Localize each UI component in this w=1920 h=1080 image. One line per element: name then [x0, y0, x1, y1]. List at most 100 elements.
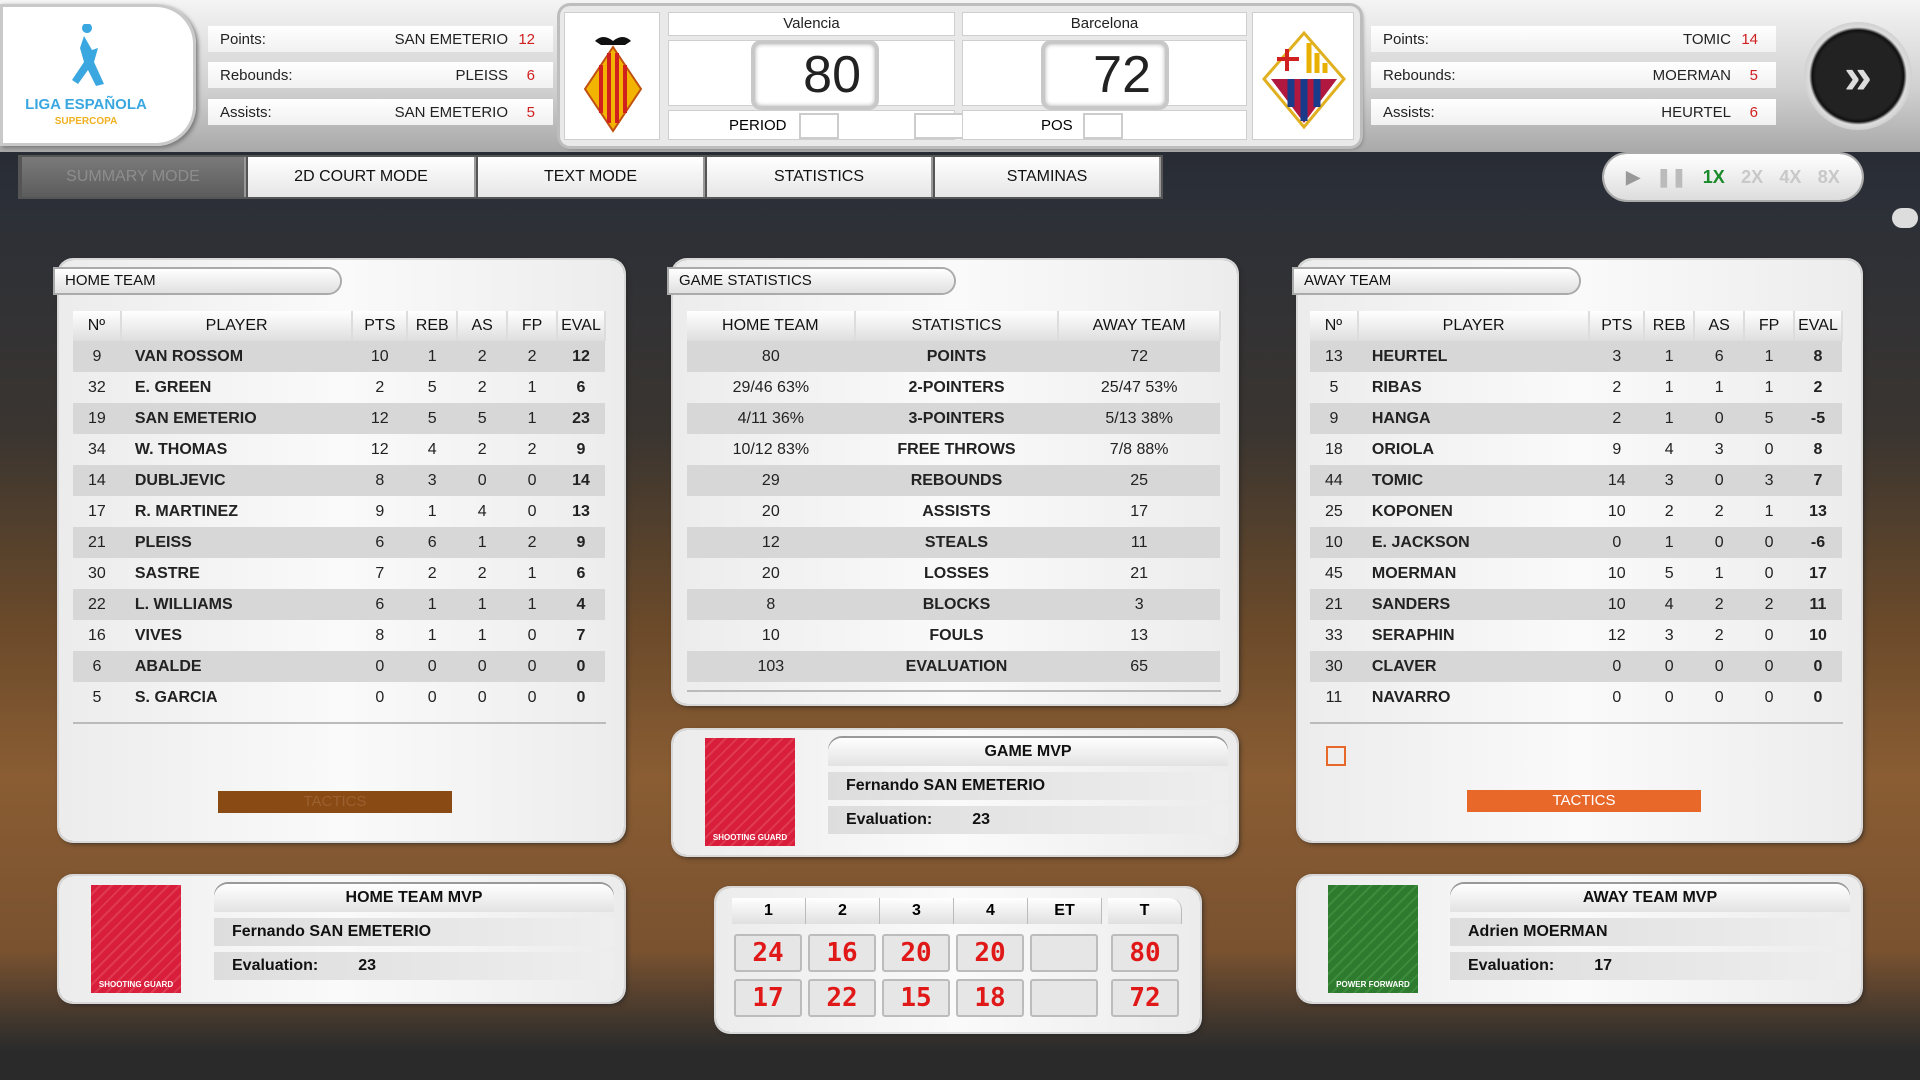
away-total: 72	[1111, 979, 1179, 1017]
speed-1x[interactable]: 1X	[1702, 166, 1725, 187]
cell-home-team: 20	[761, 502, 780, 520]
home-tactics-button[interactable]: TACTICS	[218, 791, 452, 813]
game-mvp-player-image: SHOOTING GUARD	[705, 738, 795, 846]
cell-n-: 21	[1310, 589, 1358, 620]
tab-text-mode[interactable]: TEXT MODE	[478, 157, 705, 197]
leader-label: Rebounds:	[220, 66, 293, 84]
tab-summary-mode[interactable]: SUMMARY MODE	[22, 157, 246, 197]
cell-fp: 1	[527, 378, 537, 396]
league-logo: LIGA ESPAÑOLA SUPERCOPA	[0, 4, 196, 146]
speed-4x[interactable]: 4X	[1779, 166, 1802, 187]
table-row[interactable]: 14 DUBLJEVIC 8 3 0 0 14	[73, 465, 605, 496]
cell-eval: 9	[576, 440, 586, 458]
play-icon[interactable]: ▶	[1626, 166, 1640, 187]
cell-reb: 0	[1644, 651, 1695, 682]
playback-controls: ▶ ❚❚ 1X 2X 4X 8X	[1604, 154, 1862, 200]
cell-player: RIBAS	[1371, 378, 1422, 396]
info-button[interactable]	[1892, 208, 1918, 228]
away-tactics-button[interactable]: TACTICS	[1467, 790, 1701, 812]
cell-fp: 1	[1764, 378, 1774, 396]
cell-as: 2	[457, 341, 508, 372]
cell-n-: 25	[1325, 502, 1343, 520]
home-mvp-player-image: SHOOTING GUARD	[91, 885, 181, 993]
column-header: REB	[1644, 311, 1696, 341]
table-row[interactable]: 6 ABALDE 0 0 0 0 0	[73, 651, 605, 682]
home-mvp-eval: Evaluation: 23	[214, 952, 614, 980]
cell-away-team: 13	[1130, 626, 1149, 644]
eval-value: 23	[972, 811, 991, 828]
cell-as: 5	[457, 403, 508, 434]
table-row[interactable]: 5 RIBAS 2 1 1 1 2	[1310, 372, 1842, 403]
pause-icon[interactable]: ❚❚	[1656, 166, 1687, 187]
cell-home-team: 29/46 63%	[732, 378, 810, 396]
table-row[interactable]: 34 W. THOMAS 12 4 2 2 9	[73, 434, 605, 465]
cell-eval: 9	[556, 527, 605, 558]
away-leader-rebounds: Rebounds: MOERMAN 5	[1371, 62, 1776, 88]
cell-n-: 9	[1310, 403, 1358, 434]
speed-8x[interactable]: 8X	[1817, 166, 1840, 187]
home-mvp-title: HOME TEAM MVP	[214, 884, 614, 912]
table-row[interactable]: 30 SASTRE 7 2 2 1 6	[73, 558, 605, 589]
cell-reb: 3	[1644, 465, 1695, 496]
cell-fp: 1	[527, 564, 537, 582]
cell-eval: 17	[1809, 564, 1827, 582]
table-row[interactable]: 17 R. MARTINEZ 9 1 4 0 13	[73, 496, 605, 527]
cell-player: E. GREEN	[134, 378, 212, 396]
away-q4: 18	[956, 979, 1024, 1017]
cell-fp: 2	[1744, 589, 1794, 620]
game-mvp-title: GAME MVP	[828, 738, 1228, 766]
cell-pts: 9	[375, 502, 385, 520]
cell-as: 0	[457, 465, 508, 496]
cell-reb: 5	[407, 403, 458, 434]
cell-pts: 8	[352, 465, 408, 496]
table-row: 20 ASSISTS 17	[687, 496, 1220, 527]
table-row[interactable]: 33 SERAPHIN 12 3 2 0 10	[1310, 620, 1842, 651]
cell-fp: 1	[507, 589, 557, 620]
table-row[interactable]: 21 PLEISS 6 6 1 2 9	[73, 527, 605, 558]
table-row[interactable]: 10 E. JACKSON 0 1 0 0 -6	[1310, 527, 1842, 558]
column-header: EVAL	[556, 311, 607, 341]
cell-as: 1	[457, 527, 508, 558]
cell-pts: 2	[1612, 378, 1622, 396]
table-row[interactable]: 45 MOERMAN 10 5 1 0 17	[1310, 558, 1842, 589]
column-header: AWAY TEAM	[1058, 311, 1221, 341]
speed-2x[interactable]: 2X	[1741, 166, 1764, 187]
table-row[interactable]: 22 L. WILLIAMS 6 1 1 1 4	[73, 589, 605, 620]
cell-eval: 7	[1793, 465, 1842, 496]
table-row[interactable]: 30 CLAVER 0 0 0 0 0	[1310, 651, 1842, 682]
table-row[interactable]: 44 TOMIC 14 3 0 3 7	[1310, 465, 1842, 496]
table-row[interactable]: 5 S. GARCIA 0 0 0 0 0	[73, 682, 605, 713]
cell-n-: 30	[1310, 651, 1358, 682]
cell-as: 1	[477, 626, 487, 644]
cell-pts: 10	[1607, 502, 1626, 520]
tab-statistics[interactable]: STATISTICS	[707, 157, 933, 197]
away-leader-assists: Assists: HEURTEL 6	[1371, 99, 1776, 125]
cell-player: SAN EMETERIO	[120, 403, 353, 434]
continue-arrow-button[interactable]: »	[1804, 22, 1912, 130]
table-row[interactable]: 25 KOPONEN 10 2 2 1 13	[1310, 496, 1842, 527]
cell-reb: 1	[1644, 403, 1695, 434]
table-row[interactable]: 21 SANDERS 10 4 2 2 11	[1310, 589, 1842, 620]
tab-2d-court-mode[interactable]: 2D COURT MODE	[248, 157, 476, 197]
cell-reb: 0	[427, 688, 437, 706]
table-row[interactable]: 9 HANGA 2 1 0 5 -5	[1310, 403, 1842, 434]
table-row[interactable]: 18 ORIOLA 9 4 3 0 8	[1310, 434, 1842, 465]
table-row[interactable]: 32 E. GREEN 2 5 2 1 6	[73, 372, 605, 403]
table-row[interactable]: 11 NAVARRO 0 0 0 0 0	[1310, 682, 1842, 713]
column-header: AS	[457, 311, 509, 341]
auto-tactics-checkbox[interactable]	[1326, 746, 1346, 766]
cell-reb: 2	[427, 564, 437, 582]
table-row[interactable]: 16 VIVES 8 1 1 0 7	[73, 620, 605, 651]
mvp-position: POWER FORWARD	[1336, 980, 1410, 989]
table-row[interactable]: 9 VAN ROSSOM 10 1 2 2 12	[73, 341, 605, 372]
tab-staminas[interactable]: STAMINAS	[935, 157, 1161, 197]
divider	[1310, 722, 1843, 724]
table-row[interactable]: 13 HEURTEL 3 1 6 1 8	[1310, 341, 1842, 372]
quarter-header-3: 3	[880, 898, 954, 924]
table-row: 12 STEALS 11	[687, 527, 1220, 558]
column-header: PTS	[1589, 311, 1646, 341]
cell-pts: 0	[1589, 527, 1645, 558]
game-mvp-panel: SHOOTING GUARD GAME MVP Fernando SAN EME…	[673, 730, 1237, 855]
table-row[interactable]: 19 SAN EMETERIO 12 5 5 1 23	[73, 403, 605, 434]
mvp-position: SHOOTING GUARD	[712, 833, 788, 842]
